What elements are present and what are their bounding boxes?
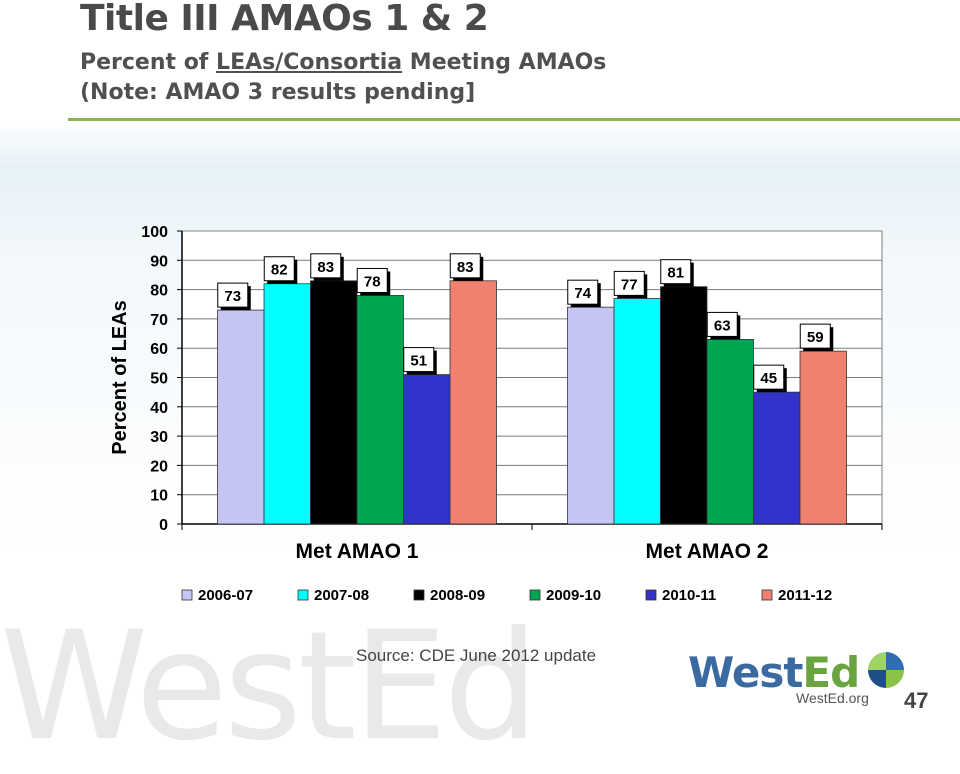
x-category-label: Met AMAO 2 — [646, 540, 769, 563]
x-category-label: Met AMAO 1 — [296, 540, 419, 563]
bar — [263, 283, 311, 525]
data-label-box — [217, 282, 249, 308]
bar-chart: 0 10 20 30 40 50 60 70 80 90 100 Percent of LEAs 73 8… — [109, 224, 883, 604]
y-tick-label: 90 — [150, 253, 168, 270]
legend-label: 2010-11 — [662, 587, 716, 604]
data-label: 83 — [317, 259, 334, 276]
data-label-box — [753, 364, 785, 390]
subtitle-part2: Meeting AMAOs — [402, 50, 607, 75]
slide-title: Title III AMAOs 1 & 2 — [80, 0, 489, 39]
bar — [356, 295, 404, 525]
source-note: Source: CDE June 2012 update — [356, 646, 597, 665]
legend-swatch — [529, 589, 541, 601]
legend-label: 2009-10 — [546, 587, 601, 604]
slide-subtitle: Percent of LEAs/Consortia Meeting AMAOs … — [80, 48, 606, 108]
data-label: 74 — [574, 285, 591, 302]
data-label: 77 — [621, 276, 638, 293]
y-tick-label: 60 — [150, 341, 168, 358]
page-number: 47 — [904, 688, 929, 713]
y-tick-label: 80 — [150, 283, 168, 300]
data-label-box — [613, 270, 645, 296]
y-tick-label: 10 — [150, 488, 168, 505]
data-label-box — [567, 279, 599, 305]
legend-label: 2006-07 — [198, 587, 253, 604]
data-label-box — [449, 253, 481, 279]
bar — [310, 280, 358, 525]
data-label-box — [310, 253, 342, 279]
legend-swatch — [645, 589, 657, 601]
bar — [217, 309, 265, 525]
data-label: 81 — [667, 265, 684, 282]
logo-west: West — [688, 648, 803, 697]
logo-ed: Ed — [802, 648, 860, 697]
bar — [449, 280, 497, 525]
data-label: 78 — [364, 273, 381, 290]
legend-swatch — [413, 589, 425, 601]
title-rule — [68, 118, 960, 121]
y-tick-label: 70 — [150, 312, 168, 329]
data-label-box — [706, 311, 738, 337]
bar — [660, 286, 708, 525]
y-tick-label: 40 — [150, 400, 168, 417]
legend-label: 2007-08 — [314, 587, 369, 604]
data-label-box — [356, 267, 388, 293]
subtitle-underlined: LEAs/Consortia — [216, 50, 403, 75]
data-label-box — [263, 256, 295, 282]
bar — [753, 391, 801, 525]
y-axis-label: Percent of LEAs — [109, 300, 131, 454]
legend-label: 2011-12 — [778, 587, 832, 604]
data-label: 83 — [457, 259, 474, 276]
data-label-box — [660, 259, 692, 285]
data-label: 73 — [224, 288, 241, 305]
bar — [706, 339, 754, 525]
wested-logo: WestEd — [688, 648, 860, 697]
legend-swatch — [181, 589, 193, 601]
bar — [403, 374, 451, 525]
y-tick-label: 30 — [150, 429, 168, 446]
legend-label: 2008-09 — [430, 587, 485, 604]
bar — [567, 306, 615, 525]
subtitle-part1: Percent of — [80, 50, 217, 75]
y-tick-label: 100 — [141, 224, 168, 241]
data-label-box — [799, 323, 831, 349]
data-label: 63 — [714, 317, 731, 334]
y-tick-label: 20 — [150, 458, 168, 475]
data-label: 45 — [760, 370, 777, 387]
logo-mark-icon — [868, 652, 904, 688]
subtitle-note: (Note: AMAO 3 results pending] — [80, 80, 476, 105]
legend-swatch — [297, 589, 309, 601]
data-label: 59 — [807, 329, 824, 346]
legend-swatch — [761, 589, 773, 601]
data-label: 82 — [271, 262, 288, 279]
data-label-box — [403, 347, 435, 373]
website-url: WestEd.org — [796, 690, 869, 706]
data-label: 51 — [410, 353, 427, 370]
y-tick-label: 50 — [150, 371, 168, 388]
y-tick-label: 0 — [159, 517, 168, 534]
bar — [799, 350, 847, 525]
bar — [613, 297, 661, 525]
